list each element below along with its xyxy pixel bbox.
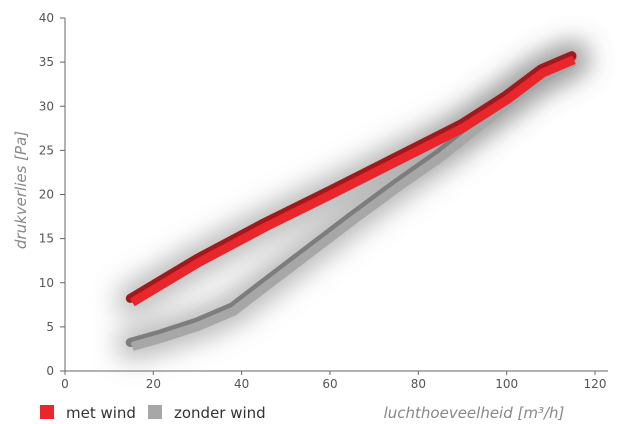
data-point-zonder-wind-3 [232, 308, 234, 310]
x-tick-label: 20 [146, 377, 161, 391]
x-axis-ticks: 0 20 40 60 80 100 120 [61, 371, 606, 391]
legend-label-met-wind: met wind [66, 404, 136, 422]
x-tick-label: 60 [322, 377, 337, 391]
y-axis-ticks: 0 5 10 15 20 25 30 35 40 [39, 11, 65, 378]
x-tick-label: 0 [61, 377, 69, 391]
data-point-zonder-wind-5 [307, 251, 309, 253]
data-point-zonder-wind-2 [196, 323, 199, 325]
series-line-met-wind [129, 55, 576, 307]
data-point-zonder-wind-8 [439, 154, 441, 156]
data-point-zonder-wind-4 [263, 284, 265, 286]
x-tick-label: 120 [584, 377, 607, 391]
data-point-met-wind-4 [395, 158, 397, 160]
legend-item-met-wind: met wind [40, 404, 136, 422]
legend-swatch-zonder-wind [148, 405, 162, 419]
data-point-zonder-wind-6 [351, 217, 353, 219]
data-point-met-wind-0 [130, 299, 132, 301]
y-tick-label: 30 [39, 99, 54, 113]
series-layer [125, 51, 577, 351]
y-axis-title: drukverlies [Pa] [12, 131, 30, 249]
x-tick-label: 100 [495, 377, 518, 391]
legend-label-zonder-wind: zonder wind [174, 404, 266, 422]
y-tick-label: 0 [46, 364, 54, 378]
legend-item-zonder-wind: zonder wind [148, 404, 266, 422]
data-point-zonder-wind-7 [395, 185, 397, 187]
data-point-met-wind-5 [461, 125, 464, 127]
y-tick-label: 25 [39, 143, 54, 157]
y-tick-label: 20 [39, 188, 54, 202]
x-tick-label: 80 [411, 377, 426, 391]
data-point-met-wind-7 [541, 70, 543, 72]
y-tick-label: 5 [46, 320, 54, 334]
y-tick-label: 10 [39, 276, 54, 290]
data-point-zonder-wind-1 [161, 335, 163, 337]
x-tick-label: 40 [234, 377, 249, 391]
y-tick-label: 15 [39, 232, 54, 246]
legend: met wind zonder wind [40, 404, 266, 422]
data-point-zonder-wind-0 [130, 343, 132, 346]
series-line-zonder-wind [131, 57, 577, 351]
y-tick-label: 35 [39, 55, 54, 69]
x-axis-title: luchthoeveelheid [m³/h] [384, 404, 565, 422]
data-point-met-wind-1 [196, 260, 199, 262]
y-tick-label: 40 [39, 11, 54, 25]
data-point-met-wind-3 [329, 192, 331, 194]
data-point-met-wind-6 [506, 96, 508, 98]
data-point-met-wind-8 [572, 57, 574, 59]
data-point-met-wind-2 [263, 224, 265, 226]
legend-swatch-met-wind [40, 405, 54, 419]
